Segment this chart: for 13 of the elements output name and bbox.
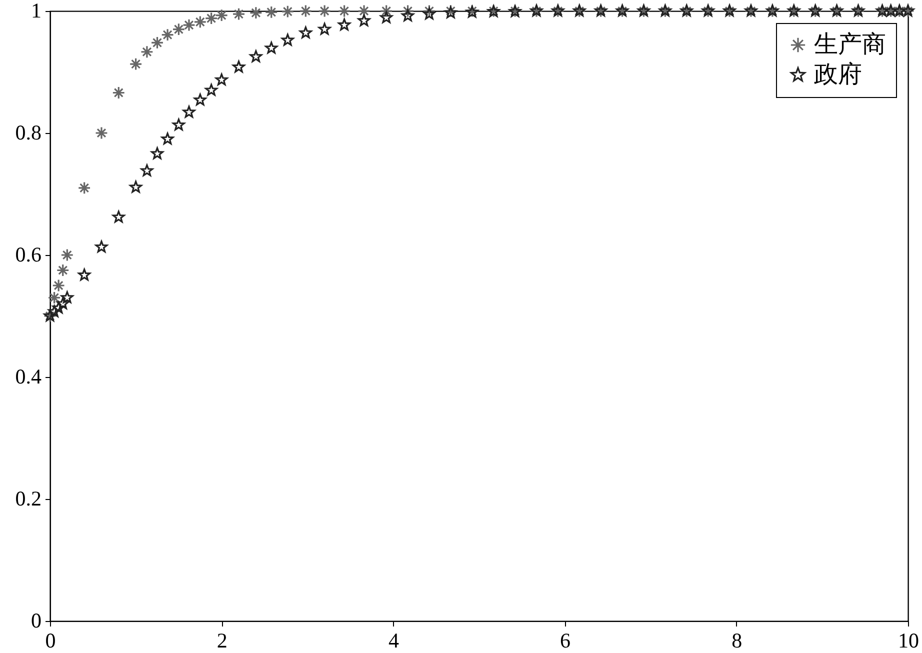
y-tick-label: 0.8 (15, 120, 42, 144)
x-tick-label: 4 (388, 628, 400, 652)
x-tick-label: 2 (216, 628, 228, 652)
x-tick-label: 8 (732, 628, 742, 652)
y-tick-label: 1 (31, 0, 42, 22)
y-tick-label: 0.2 (15, 486, 42, 510)
legend-label: 政府 (814, 60, 862, 88)
y-tick-label: 0.4 (15, 364, 42, 388)
x-tick-label: 6 (560, 628, 571, 652)
legend-label: 生产商 (814, 30, 886, 58)
x-tick-label: 10 (898, 628, 919, 652)
y-tick-label: 0.6 (15, 242, 42, 266)
y-tick-label: 0 (31, 608, 42, 632)
